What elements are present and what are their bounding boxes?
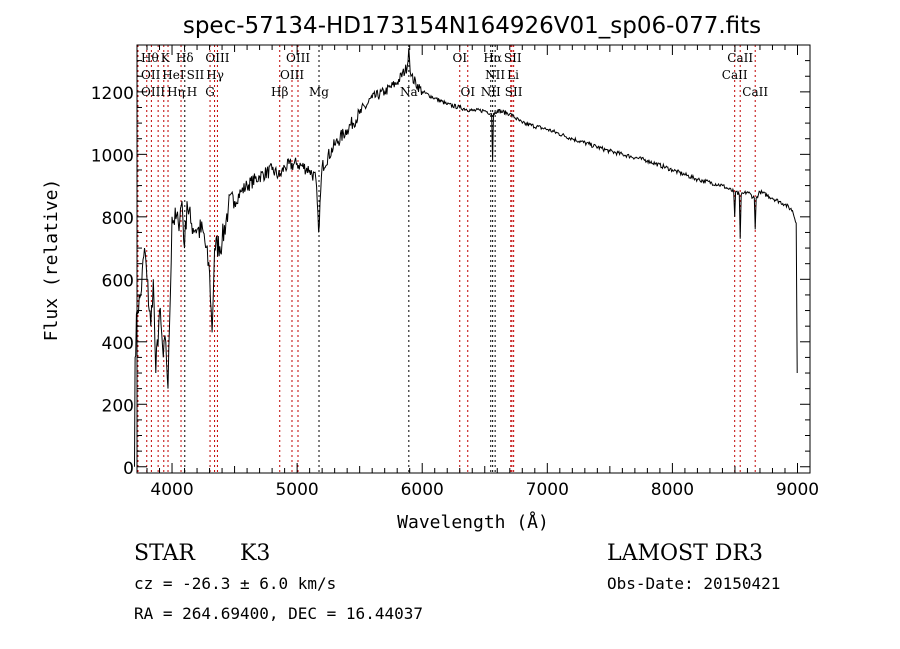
spectral-line-label: NII bbox=[485, 68, 505, 82]
x-tick-label: 4000 bbox=[150, 480, 193, 500]
x-axis-label: Wavelength (Å) bbox=[397, 511, 549, 533]
spectral-line-label: CaII bbox=[742, 85, 768, 99]
spectral-line-label: K bbox=[161, 51, 171, 65]
spectral-line-label: HeI bbox=[162, 68, 185, 82]
spectral-line-label: OI bbox=[453, 51, 468, 65]
object-subclass: K3 bbox=[240, 541, 270, 566]
spectral-line-label: OIII bbox=[141, 85, 165, 99]
y-tick-label: 400 bbox=[102, 334, 134, 354]
coords-text: RA = 264.69400, DEC = 16.44037 bbox=[134, 604, 423, 623]
spectral-line-label: OII bbox=[141, 68, 161, 82]
y-tick-label: 1200 bbox=[91, 84, 134, 104]
y-tick-label: 600 bbox=[102, 271, 134, 291]
y-tick-label: 200 bbox=[102, 396, 134, 416]
x-tick-label: 9000 bbox=[776, 480, 819, 500]
spectral-line-label: Hη bbox=[167, 85, 185, 99]
spectral-line-label: SII bbox=[505, 85, 523, 99]
spectral-line-label: OIII bbox=[280, 68, 304, 82]
spectral-line-label: SII bbox=[504, 51, 522, 65]
x-tick-label: 5000 bbox=[275, 480, 318, 500]
spectral-line-label: Hβ bbox=[271, 85, 288, 99]
y-axis-label: Flux (relative) bbox=[41, 179, 62, 342]
object-class: STAR bbox=[134, 541, 196, 566]
spectral-line-label: Na bbox=[400, 85, 418, 99]
spectral-line-label: G bbox=[205, 85, 215, 99]
spectral-line-label: H bbox=[187, 85, 197, 99]
spectral-line-label: NII bbox=[481, 85, 501, 99]
spectral-line-label: OIII bbox=[205, 51, 229, 65]
x-tick-label: 8000 bbox=[651, 480, 694, 500]
spectral-line-label: SII bbox=[187, 68, 205, 82]
spectral-line-label: CaII bbox=[722, 68, 748, 82]
spectral-line-label: Hα bbox=[483, 51, 502, 65]
spectrum-line bbox=[134, 48, 798, 467]
spectral-line-label: OI bbox=[461, 85, 476, 99]
obs-date-text: Obs-Date: 20150421 bbox=[607, 574, 780, 593]
spectral-line-label: Li bbox=[507, 68, 519, 82]
spectral-line-label: Hδ bbox=[176, 51, 194, 65]
redshift-text: cz = -26.3 ± 6.0 km/s bbox=[134, 574, 336, 593]
spectral-line-label: Mg bbox=[309, 85, 329, 99]
survey-name: LAMOST DR3 bbox=[607, 541, 763, 566]
x-tick-label: 6000 bbox=[401, 480, 444, 500]
y-tick-label: 800 bbox=[102, 209, 134, 229]
chart-title: spec-57134-HD173154N164926V01_sp06-077.f… bbox=[183, 13, 761, 39]
spectral-line-label: Hγ bbox=[206, 68, 224, 82]
spectral-line-label: OIII bbox=[286, 51, 310, 65]
spectral-line-label: Hθ bbox=[141, 51, 159, 65]
y-tick-label: 0 bbox=[123, 459, 134, 479]
y-tick-label: 1000 bbox=[91, 146, 134, 166]
x-tick-label: 7000 bbox=[526, 480, 569, 500]
plot-frame bbox=[136, 44, 811, 474]
spectral-line-label: CaII bbox=[727, 51, 753, 65]
